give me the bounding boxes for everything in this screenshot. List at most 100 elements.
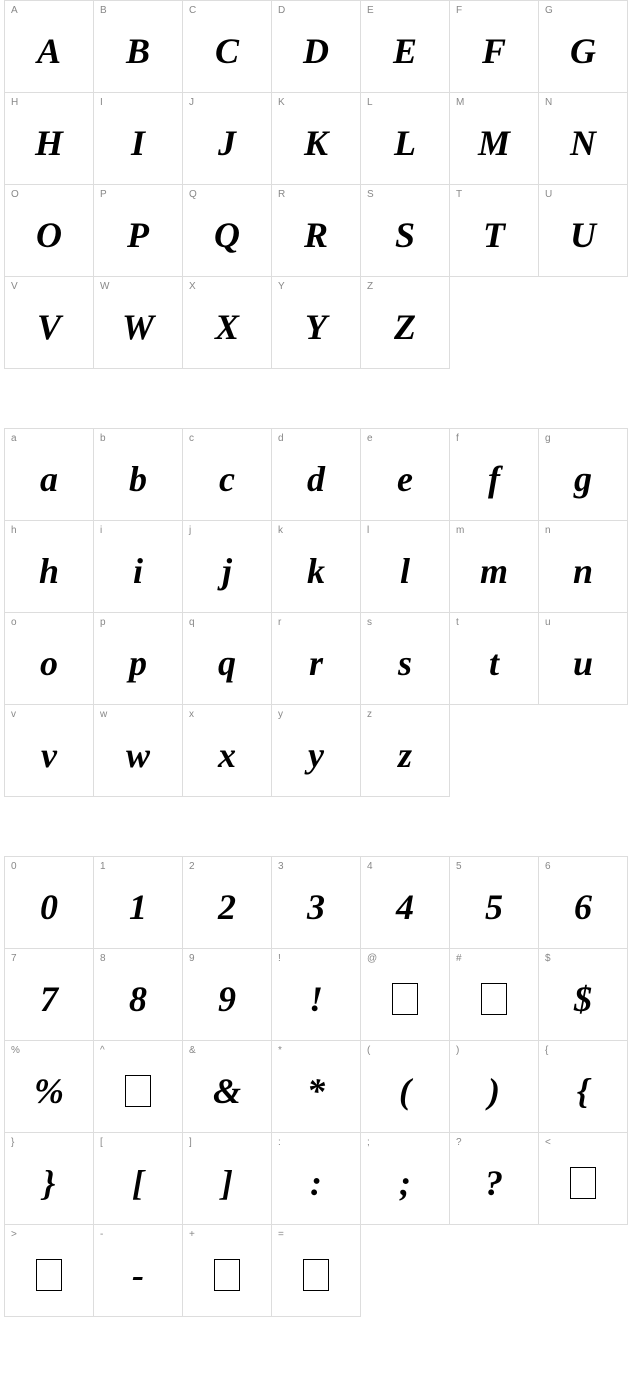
- cell-glyph: u: [539, 613, 627, 704]
- cell-label: t: [456, 617, 459, 628]
- glyph-cell: BB: [93, 0, 183, 93]
- glyph-cell: dd: [271, 428, 361, 521]
- cell-glyph: 7: [5, 949, 93, 1040]
- glyph-cell: XX: [182, 276, 272, 369]
- cell-label: W: [100, 281, 109, 292]
- cell-glyph: p: [94, 613, 182, 704]
- cell-label: U: [545, 189, 552, 200]
- cell-label: 7: [11, 953, 17, 964]
- glyph-cell: EE: [360, 0, 450, 93]
- cell-label: h: [11, 525, 17, 536]
- cell-glyph: 9: [183, 949, 271, 1040]
- glyph-cell: SS: [360, 184, 450, 277]
- cell-glyph: y: [272, 705, 360, 796]
- cell-label: a: [11, 433, 17, 444]
- cell-label: T: [456, 189, 462, 200]
- glyph-cell: vv: [4, 704, 94, 797]
- cell-label: g: [545, 433, 551, 444]
- glyph-cell: 33: [271, 856, 361, 949]
- cell-label: =: [278, 1229, 284, 1240]
- cell-glyph: [: [94, 1133, 182, 1224]
- cell-glyph: 6: [539, 857, 627, 948]
- glyph-cell: )): [449, 1040, 539, 1133]
- cell-label: k: [278, 525, 283, 536]
- cell-label: V: [11, 281, 18, 292]
- cell-label: b: [100, 433, 106, 444]
- cell-glyph: x: [183, 705, 271, 796]
- glyph-cell: oo: [4, 612, 94, 705]
- glyph-cell: zz: [360, 704, 450, 797]
- cell-label: l: [367, 525, 369, 536]
- glyph-cell: ll: [360, 520, 450, 613]
- cell-label: n: [545, 525, 551, 536]
- cell-label: E: [367, 5, 374, 16]
- glyph-cell: GG: [538, 0, 628, 93]
- cell-glyph: i: [94, 521, 182, 612]
- cell-glyph: j: [183, 521, 271, 612]
- cell-glyph: &: [183, 1041, 271, 1132]
- cell-glyph: e: [361, 429, 449, 520]
- glyph-cell: PP: [93, 184, 183, 277]
- cell-glyph: a: [5, 429, 93, 520]
- cell-glyph: ;: [361, 1133, 449, 1224]
- cell-glyph: s: [361, 613, 449, 704]
- cell-glyph: B: [94, 1, 182, 92]
- cell-label: {: [545, 1045, 548, 1056]
- missing-glyph-icon: [481, 983, 507, 1015]
- cell-glyph: [183, 1225, 271, 1316]
- glyph-cell: 88: [93, 948, 183, 1041]
- glyph-cell: ::: [271, 1132, 361, 1225]
- cell-label: !: [278, 953, 281, 964]
- glyph-cell: TT: [449, 184, 539, 277]
- glyph-cell: AA: [4, 0, 94, 93]
- cell-glyph: h: [5, 521, 93, 612]
- cell-glyph: 5: [450, 857, 538, 948]
- cell-glyph: *: [272, 1041, 360, 1132]
- cell-label: 5: [456, 861, 462, 872]
- glyph-cell: 77: [4, 948, 94, 1041]
- cell-label: $: [545, 953, 551, 964]
- glyph-cell: <: [538, 1132, 628, 1225]
- glyph-cell: 44: [360, 856, 450, 949]
- glyph-cell: 00: [4, 856, 94, 949]
- cell-label: s: [367, 617, 372, 628]
- cell-glyph: K: [272, 93, 360, 184]
- glyph-cell: %%: [4, 1040, 94, 1133]
- glyph-cell: ??: [449, 1132, 539, 1225]
- cell-label: 6: [545, 861, 551, 872]
- glyph-cell: CC: [182, 0, 272, 93]
- glyph-cell: bb: [93, 428, 183, 521]
- cell-glyph: !: [272, 949, 360, 1040]
- cell-label: 8: [100, 953, 106, 964]
- glyph-cell: qq: [182, 612, 272, 705]
- glyph-cell: +: [182, 1224, 272, 1317]
- cell-glyph: n: [539, 521, 627, 612]
- cell-label: ]: [189, 1137, 192, 1148]
- cell-label: i: [100, 525, 102, 536]
- cell-label: L: [367, 97, 373, 108]
- cell-label: ;: [367, 1137, 370, 1148]
- glyph-cell: &&: [182, 1040, 272, 1133]
- cell-label: c: [189, 433, 194, 444]
- cell-glyph: A: [5, 1, 93, 92]
- cell-label: >: [11, 1229, 17, 1240]
- glyph-cell: kk: [271, 520, 361, 613]
- cell-label: F: [456, 5, 462, 16]
- cell-glyph: V: [5, 277, 93, 368]
- cell-label: K: [278, 97, 285, 108]
- cell-label: <: [545, 1137, 551, 1148]
- glyph-cell: jj: [182, 520, 272, 613]
- cell-glyph: f: [450, 429, 538, 520]
- cell-glyph: -: [94, 1225, 182, 1316]
- glyph-cell: hh: [4, 520, 94, 613]
- cell-label: (: [367, 1045, 370, 1056]
- cell-label: M: [456, 97, 464, 108]
- cell-label: ?: [456, 1137, 462, 1148]
- cell-glyph: ]: [183, 1133, 271, 1224]
- cell-label: C: [189, 5, 196, 16]
- cell-glyph: 3: [272, 857, 360, 948]
- cell-label: O: [11, 189, 19, 200]
- cell-glyph: ?: [450, 1133, 538, 1224]
- glyph-cell: VV: [4, 276, 94, 369]
- glyph-cell: }}: [4, 1132, 94, 1225]
